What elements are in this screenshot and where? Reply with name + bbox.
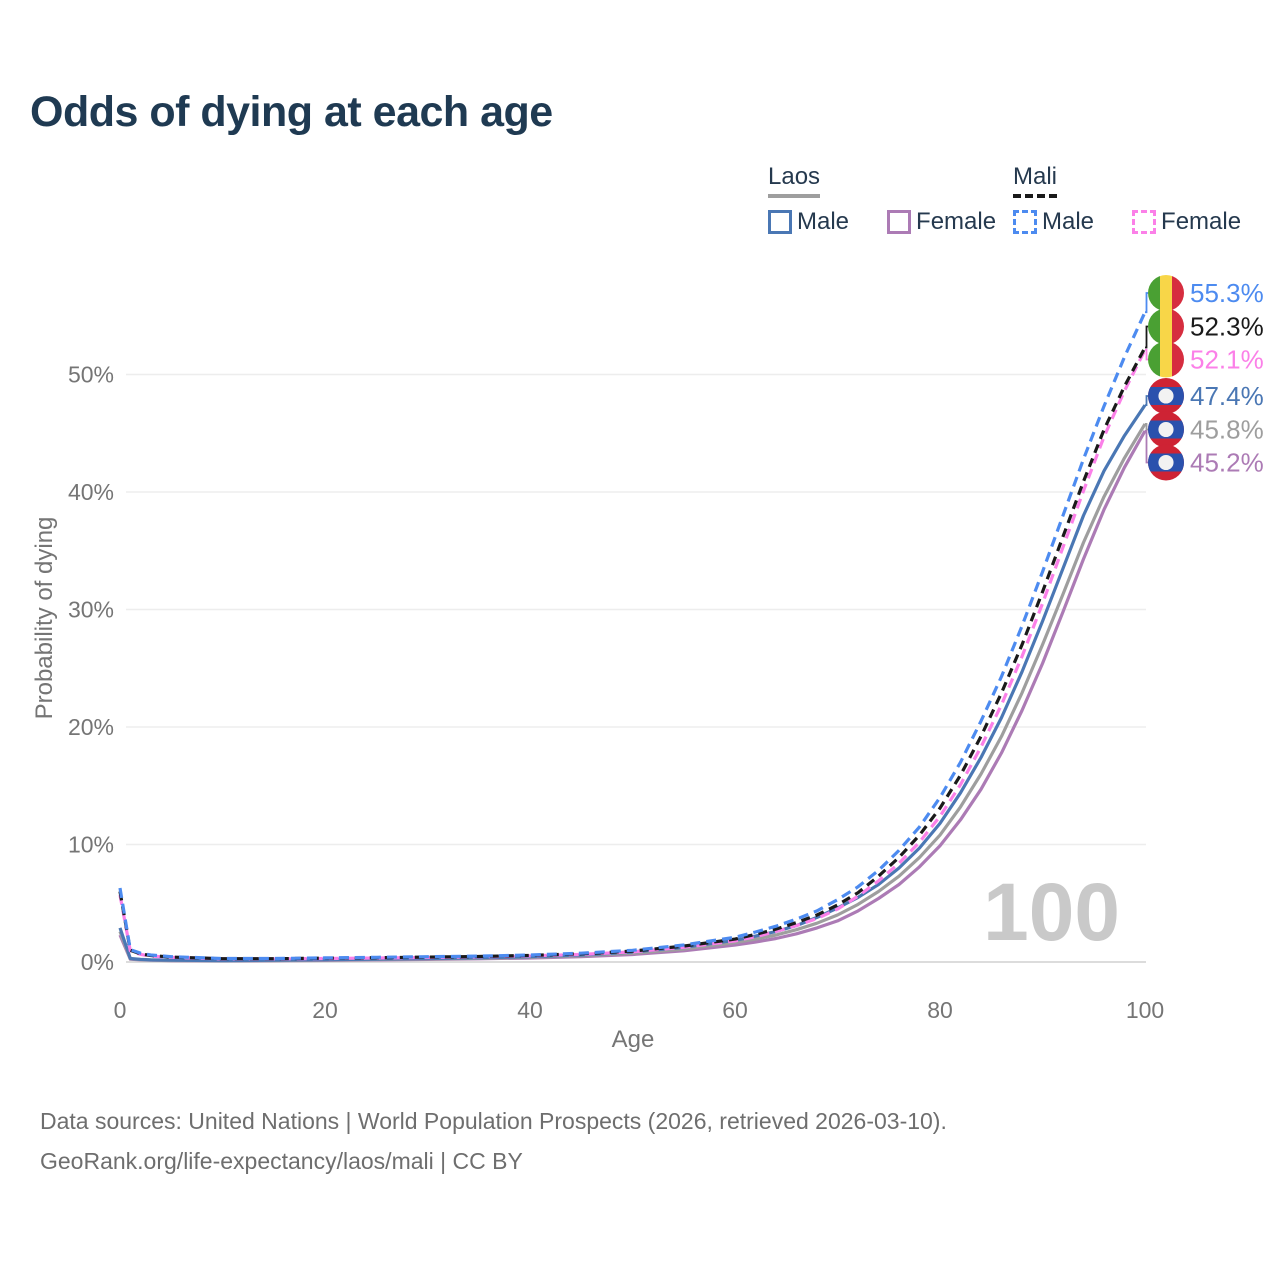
x-axis-label: Age (612, 1026, 655, 1053)
page-title: Odds of dying at each age (30, 88, 553, 136)
legend-item-label: Male (1042, 208, 1095, 235)
x-tick-label: 0 (114, 997, 127, 1023)
leader-line (1145, 423, 1148, 431)
leader-line (1145, 430, 1148, 464)
curve-laos-male[interactable] (118, 404, 1147, 963)
end-value-label-laos-female: 45.2% (1190, 448, 1264, 478)
laos-flag-icon (1148, 411, 1184, 448)
curve-mali-male[interactable] (118, 311, 1147, 961)
legend: Laos Male Female Mali Male Female (0, 163, 1280, 253)
legend-group-title-mali[interactable]: Mali (1013, 163, 1058, 198)
legend-item-mali-male[interactable]: Male (1013, 208, 1094, 236)
leader-line (1145, 395, 1148, 406)
mali-flag-icon (1148, 308, 1184, 345)
legend-item-laos-female[interactable]: Female (887, 208, 996, 236)
leader-line (1145, 348, 1148, 361)
end-value-label-mali-male: 55.3% (1190, 278, 1264, 308)
y-axis-label: Probability of dying (31, 517, 58, 720)
end-value-label-laos-all: 45.8% (1190, 415, 1264, 445)
y-tick-label: 30% (68, 597, 114, 623)
mali-female-swatch-icon (1132, 210, 1157, 234)
y-tick-label: 40% (68, 479, 114, 505)
x-tick-label: 20 (312, 997, 338, 1023)
x-tick-label: 100 (1126, 997, 1164, 1023)
laos-male-swatch-icon (768, 210, 792, 234)
y-tick-label: 20% (68, 714, 114, 740)
mali-flag-icon (1148, 341, 1184, 378)
legend-item-label: Female (1161, 208, 1242, 235)
legend-item-mali-female[interactable]: Female (1132, 208, 1241, 236)
curve-mali-all[interactable] (118, 346, 1147, 961)
legend-group-title-laos[interactable]: Laos (768, 163, 821, 198)
y-tick-label: 50% (68, 362, 114, 388)
legend-item-laos-male[interactable]: Male (768, 208, 849, 236)
attribution-line: GeoRank.org/life-expectancy/laos/mali | … (40, 1148, 523, 1174)
laos-flag-icon (1148, 378, 1184, 414)
data-sources-line: Data sources: United Nations | World Pop… (40, 1108, 947, 1134)
legend-group-laos: Laos Male Female (768, 163, 996, 236)
end-value-label-laos-male: 47.4% (1190, 381, 1264, 411)
age-watermark: 100 (983, 867, 1120, 958)
laos-female-swatch-icon (887, 210, 912, 234)
x-tick-label: 40 (517, 997, 543, 1023)
legend-group-mali: Mali Male Female (1013, 163, 1241, 236)
x-tick-label: 80 (927, 997, 953, 1023)
leader-line (1145, 325, 1148, 349)
y-tick-label: 10% (68, 832, 114, 858)
legend-item-label: Male (797, 208, 850, 235)
x-tick-label: 60 (722, 997, 748, 1023)
laos-flag-icon (1148, 444, 1184, 481)
curve-laos-female[interactable] (118, 430, 1147, 963)
curve-laos-all[interactable] (118, 423, 1147, 963)
end-value-label-mali-all: 52.3% (1190, 312, 1264, 342)
mali-male-swatch-icon (1013, 210, 1037, 234)
legend-item-label: Female (916, 208, 997, 235)
curve-mali-female[interactable] (118, 349, 1147, 961)
y-tick-label: 0% (81, 949, 114, 975)
leader-line (1145, 292, 1148, 314)
end-value-label-mali-female: 52.1% (1190, 345, 1264, 375)
mali-flag-icon (1148, 275, 1184, 311)
